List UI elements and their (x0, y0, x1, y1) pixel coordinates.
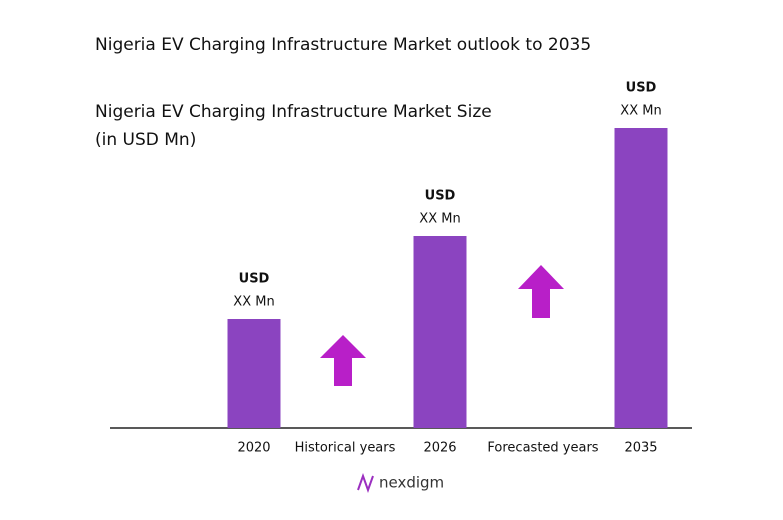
x-tick-label: 2026 (423, 441, 456, 456)
bar-label-amount: XX Mn (233, 295, 274, 310)
bar-label-amount: XX Mn (419, 212, 460, 227)
bar-label-unit: USD (626, 81, 657, 96)
growth-arrow (320, 335, 366, 386)
logo-icon (357, 473, 374, 493)
bar-label-unit: USD (425, 189, 456, 204)
chart-title: Nigeria EV Charging Infrastructure Marke… (95, 35, 591, 55)
bar (614, 128, 668, 428)
bar (413, 236, 467, 428)
bar (227, 319, 281, 428)
logo: nexdigm (379, 474, 444, 492)
chart-subtitle: (in USD Mn) (95, 130, 196, 150)
chart-subtitle: Nigeria EV Charging Infrastructure Marke… (95, 102, 492, 122)
x-tick-label: 2020 (237, 441, 270, 456)
bar-label-amount: XX Mn (620, 104, 661, 119)
period-label: Historical years (295, 441, 396, 456)
period-label: Forecasted years (487, 441, 598, 456)
bar-label-unit: USD (239, 272, 270, 287)
growth-arrow (518, 265, 564, 318)
x-tick-label: 2035 (624, 441, 657, 456)
